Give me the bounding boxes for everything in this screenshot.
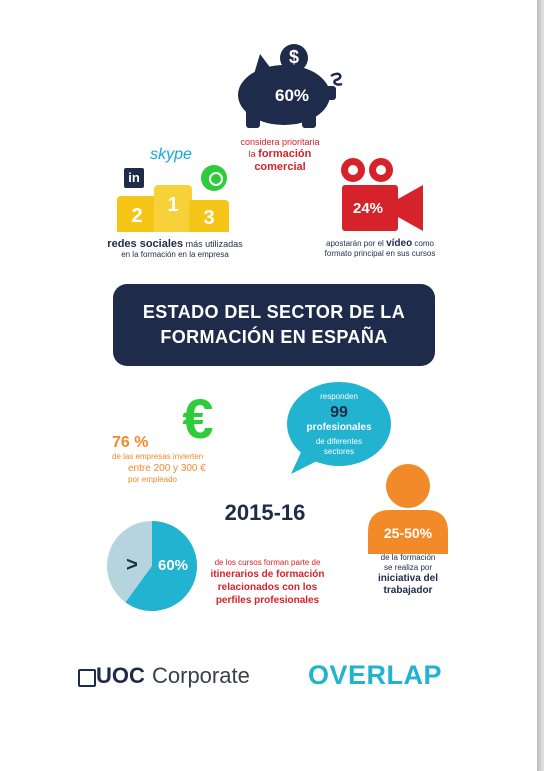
person-line1: de la formación: [380, 553, 436, 562]
person-range: 25-50%: [383, 525, 433, 541]
overlap-logo: OVERLAP: [308, 660, 443, 690]
banner-line2: FORMACIÓN EN ESPAÑA: [160, 327, 388, 347]
video-line1: apostarán por el vídeo como: [305, 238, 455, 250]
courses-pie: [107, 521, 197, 611]
year-label: 2015-16: [224, 500, 306, 525]
social-caption-rest: más utilizadas: [185, 239, 243, 249]
uoc-logo-bold: UOC: [96, 663, 145, 688]
pie-greater-symbol: >: [126, 554, 138, 576]
coin-dollar-sign: $: [288, 47, 299, 67]
euro-icon: €: [182, 387, 214, 450]
respondents-count: 99: [330, 404, 348, 421]
skype-logo: skype: [150, 146, 192, 163]
video-line1-b: como: [414, 239, 434, 248]
podium-label-2: 2: [131, 205, 143, 227]
top-stat-line2: la formación: [220, 148, 340, 161]
whatsapp-phone-glyph: [209, 172, 223, 186]
linkedin-label: in: [128, 170, 140, 185]
person-line2: se realiza por: [383, 563, 433, 572]
video-line2: formato principal en sus cursos: [324, 249, 436, 258]
top-stat-line3: comercial: [254, 161, 306, 173]
top-stat-line1: considera prioritaria: [240, 137, 320, 147]
podium-third: [189, 200, 229, 232]
podium-label-1: 1: [167, 194, 179, 216]
courses-line4: perfiles profesionales: [215, 595, 320, 606]
speech-bubble-icon: [287, 382, 391, 474]
courses-line1: de los cursos forman parte de: [214, 558, 321, 567]
piggy-bank-icon: [238, 44, 343, 128]
page-edge: [537, 0, 544, 771]
top-stat-line2-bold: formación: [258, 148, 312, 160]
respondents-line3: de diferentes: [315, 437, 363, 446]
linkedin-icon: [124, 168, 144, 188]
euro-line1: de las empresas invierten: [112, 452, 204, 461]
podium-first: [154, 185, 192, 232]
social-caption-bold: redes sociales: [107, 238, 184, 250]
person-icon: [368, 464, 448, 554]
pie-percent: 60%: [157, 557, 189, 574]
person-line3: iniciativa del: [377, 573, 439, 584]
top-stat-line2-prefix: la: [248, 149, 256, 159]
uoc-logo-icon: [78, 669, 96, 687]
courses-line2: itinerarios de formación: [210, 569, 325, 580]
respondents-line1: responden: [320, 392, 358, 401]
euro-line3: por empleado: [128, 475, 177, 484]
video-line1-a: apostarán por el: [326, 239, 384, 248]
respondents-line2: profesionales: [306, 422, 372, 433]
respondents-line4: sectores: [323, 447, 355, 456]
video-percent: 24%: [352, 200, 384, 217]
video-camera-icon: [341, 158, 423, 231]
podium-label-3: 3: [203, 207, 215, 229]
podium-second: [117, 196, 157, 232]
piggy-percent: 60%: [274, 86, 310, 105]
social-caption-line1: redes sociales más utilizadas: [95, 238, 255, 251]
euro-percent: 76 %: [112, 434, 149, 451]
banner-line1: ESTADO DEL SECTOR DE LA: [142, 302, 406, 322]
uoc-logo-light: Corporate: [152, 663, 250, 688]
video-line1-bold: vídeo: [386, 238, 413, 249]
title-banner: ESTADO DEL SECTOR DE LA FORMACIÓN EN ESP…: [113, 284, 435, 366]
courses-line3: relacionados con los: [217, 582, 318, 593]
person-line4: trabajador: [383, 585, 433, 596]
pie-60-slice: [125, 521, 197, 611]
social-caption-line2: en la formación en la empresa: [121, 250, 229, 259]
euro-line2: entre 200 y 300 €: [128, 463, 206, 474]
